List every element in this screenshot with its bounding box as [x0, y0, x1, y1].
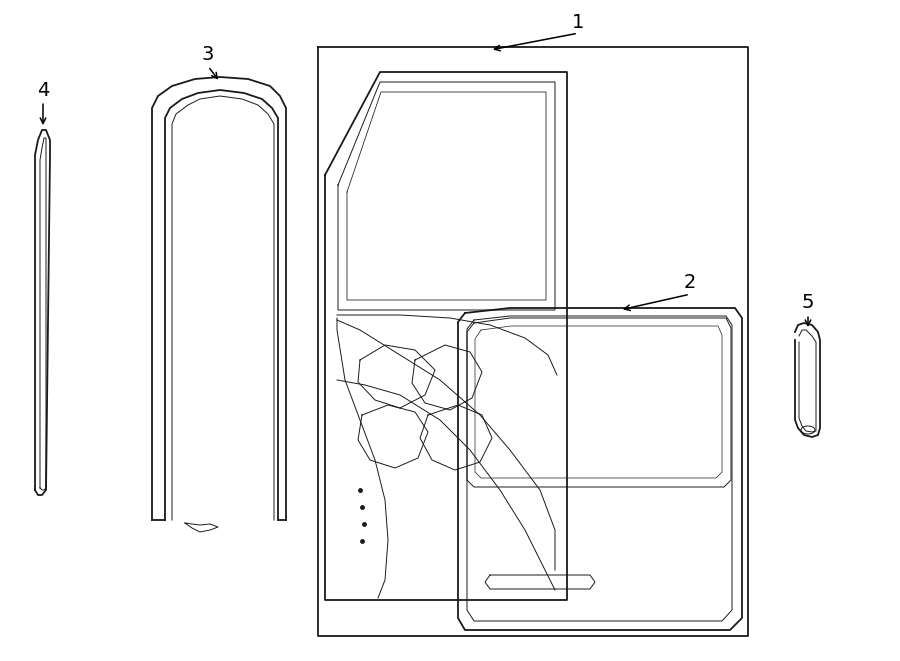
Text: 2: 2	[684, 274, 697, 293]
Text: 1: 1	[572, 13, 584, 32]
Text: 3: 3	[202, 46, 214, 65]
Text: 4: 4	[37, 81, 50, 100]
Text: 5: 5	[802, 293, 814, 313]
